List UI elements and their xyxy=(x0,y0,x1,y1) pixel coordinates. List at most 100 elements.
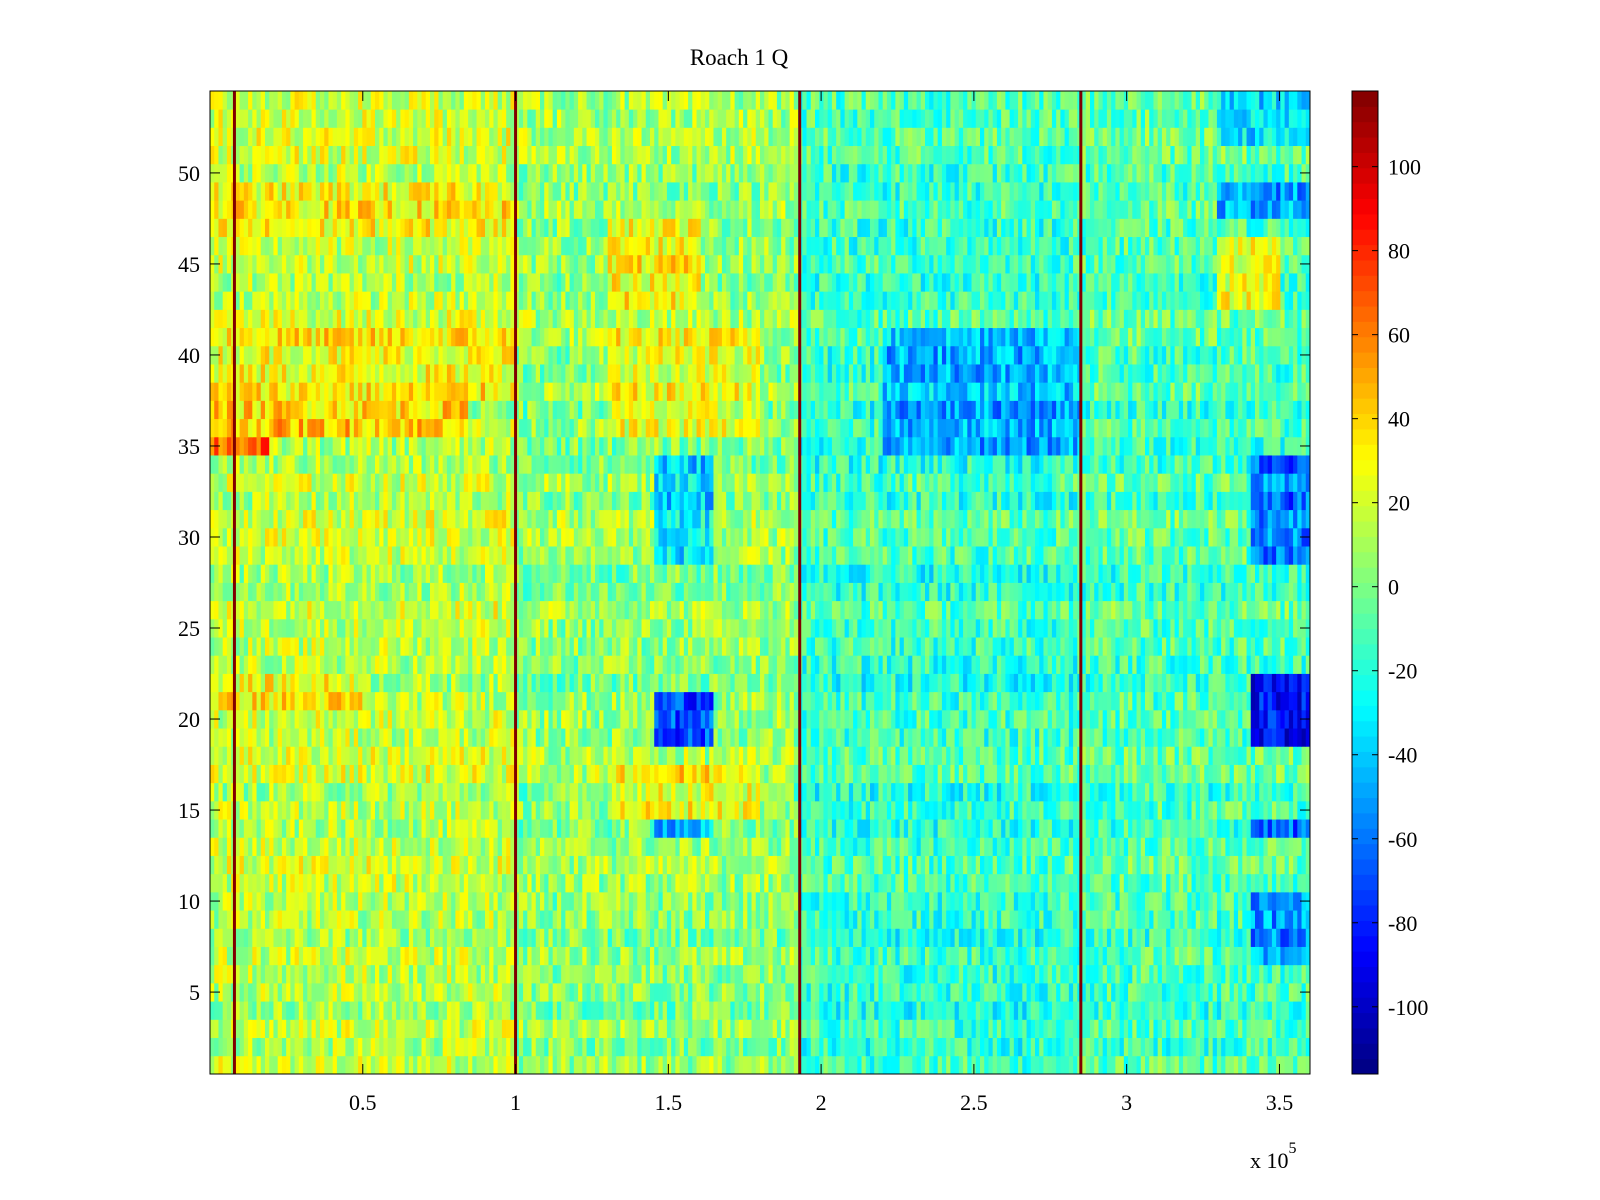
heatmap-cell xyxy=(857,728,862,747)
heatmap-cell xyxy=(980,819,985,838)
heatmap-cell xyxy=(248,891,253,911)
heatmap-cell xyxy=(1255,819,1260,838)
heatmap-cell xyxy=(489,1055,494,1075)
heatmap-cell xyxy=(556,891,562,911)
heatmap-cell xyxy=(489,891,494,911)
heatmap-cell xyxy=(730,855,736,875)
heatmap-cell xyxy=(578,782,583,802)
heatmap-cell xyxy=(730,764,736,784)
heatmap-cell xyxy=(391,782,397,802)
heatmap-cell xyxy=(472,855,477,875)
heatmap-cell xyxy=(908,982,913,1002)
heatmap-cell xyxy=(582,837,587,856)
heatmap-cell xyxy=(1157,1055,1163,1075)
heatmap-cell xyxy=(582,891,587,911)
heatmap-cell xyxy=(920,1001,926,1020)
heatmap-cell xyxy=(658,891,664,911)
heatmap-cell xyxy=(273,1019,279,1038)
heatmap-cell xyxy=(493,1001,499,1020)
heatmap-cell xyxy=(442,946,448,966)
heatmap-cell xyxy=(658,782,664,802)
heatmap-cell xyxy=(353,873,359,893)
heatmap-cell xyxy=(806,1001,812,1020)
heatmap-cell xyxy=(683,873,689,893)
heatmap-cell xyxy=(683,946,689,966)
heatmap-cell xyxy=(243,855,249,875)
heatmap-cell xyxy=(281,982,287,1002)
heatmap-cell xyxy=(265,855,270,875)
heatmap-cell xyxy=(844,964,850,984)
heatmap-cell xyxy=(895,782,901,802)
heatmap-cell xyxy=(954,746,960,765)
heatmap-cell xyxy=(260,782,266,802)
heatmap-cell xyxy=(256,928,262,947)
heatmap-cell xyxy=(518,928,524,947)
heatmap-cell xyxy=(1128,764,1133,784)
heatmap-cell xyxy=(341,800,346,820)
heatmap-cell xyxy=(1208,982,1214,1002)
heatmap-cell xyxy=(446,1001,452,1020)
heatmap-cell xyxy=(1060,855,1066,875)
heatmap-cell xyxy=(1246,964,1252,984)
heatmap-cell xyxy=(1263,1001,1269,1020)
heatmap-cell xyxy=(683,746,689,765)
heatmap-cell xyxy=(789,837,795,856)
heatmap-cell xyxy=(260,819,266,838)
heatmap-cell xyxy=(899,873,905,893)
heatmap-cell xyxy=(992,946,998,966)
heatmap-cell xyxy=(912,782,917,802)
heatmap-cell xyxy=(717,819,723,838)
heatmap-cell xyxy=(1225,891,1231,911)
heatmap-cell xyxy=(1035,928,1040,947)
heatmap-cell xyxy=(1153,746,1159,765)
heatmap-cell xyxy=(772,910,778,929)
heatmap-cell xyxy=(908,928,913,947)
heatmap-cell xyxy=(569,819,575,838)
heatmap-cell xyxy=(743,891,748,911)
heatmap-cell xyxy=(963,764,968,784)
heatmap-cell xyxy=(1212,782,1218,802)
heatmap-cell xyxy=(1191,964,1197,984)
heatmap-cell xyxy=(844,891,850,911)
heatmap-cell xyxy=(1001,873,1006,893)
heatmap-cell xyxy=(1106,837,1112,856)
heatmap-cell xyxy=(320,728,325,747)
heatmap-cell xyxy=(391,837,397,856)
heatmap-cell xyxy=(311,837,317,856)
heatmap-cell xyxy=(882,819,888,838)
heatmap-cell xyxy=(806,819,812,838)
heatmap-cell xyxy=(497,855,503,875)
heatmap-cell xyxy=(705,855,710,875)
heatmap-cell xyxy=(624,982,630,1002)
heatmap-cell xyxy=(700,800,706,820)
heatmap-cell xyxy=(607,873,613,893)
heatmap-cell xyxy=(332,782,338,802)
heatmap-cell xyxy=(633,819,638,838)
heatmap-cell xyxy=(400,800,406,820)
heatmap-cell xyxy=(624,800,630,820)
heatmap-cell xyxy=(1056,982,1061,1002)
heatmap-cell xyxy=(1216,928,1222,947)
heatmap-cell xyxy=(1250,782,1256,802)
heatmap-cell xyxy=(1094,1055,1099,1075)
heatmap-cell xyxy=(878,728,884,747)
heatmap-cell xyxy=(861,873,867,893)
heatmap-cell xyxy=(738,1055,744,1075)
heatmap-cell xyxy=(1305,819,1311,838)
heatmap-cell xyxy=(349,764,355,784)
heatmap-cell xyxy=(637,819,642,838)
heatmap-cell xyxy=(616,910,621,929)
heatmap-cell xyxy=(1208,746,1214,765)
heatmap-cell xyxy=(1297,782,1302,802)
heatmap-cell xyxy=(903,855,909,875)
heatmap-cell xyxy=(345,982,351,1002)
heatmap-cell xyxy=(1119,837,1125,856)
heatmap-cell xyxy=(468,855,473,875)
heatmap-cell xyxy=(1013,1037,1019,1057)
heatmap-cell xyxy=(1255,855,1260,875)
heatmap-cell xyxy=(561,728,566,747)
heatmap-cell xyxy=(1284,1055,1290,1075)
heatmap-cell xyxy=(269,837,274,856)
heatmap-cell xyxy=(870,1055,875,1075)
heatmap-cell xyxy=(984,728,989,747)
